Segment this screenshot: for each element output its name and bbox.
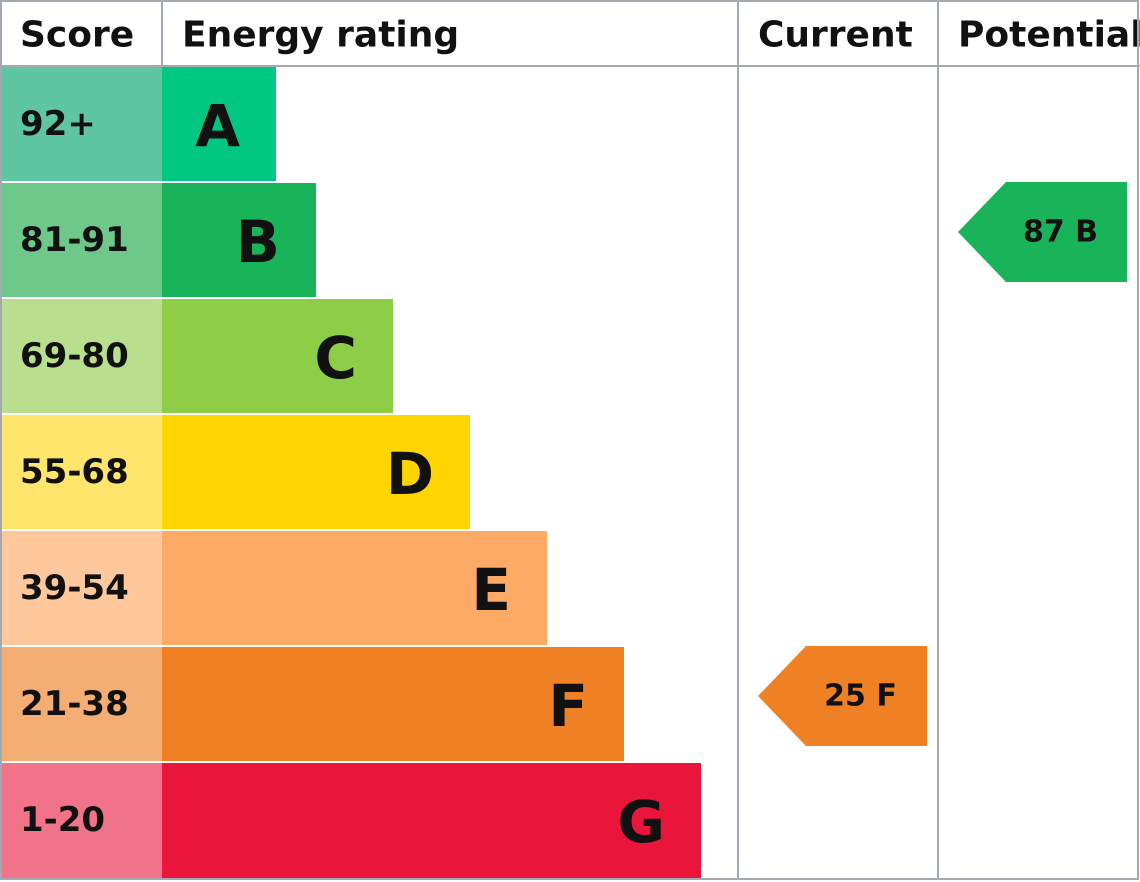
band-bar [162,762,701,878]
score-range: 69-80 [20,336,129,376]
score-range: 21-38 [20,684,129,724]
score-range: 92+ [20,104,96,144]
score-cell [0,762,162,878]
band-bar [162,414,470,530]
score-range: 55-68 [20,452,129,492]
score-range: 81-91 [20,220,129,260]
band-letter: B [236,208,280,276]
band-letter: E [471,556,511,624]
band-letter: A [195,92,240,160]
score-cell [0,646,162,762]
score-cell [0,66,162,182]
band-bar [162,66,276,182]
score-cell [0,182,162,298]
band-bar [162,182,316,298]
potential-arrow [958,182,1127,282]
score-cell [0,298,162,414]
score-range: 1-20 [20,800,105,840]
score-cell [0,530,162,646]
header-current: Current [758,15,913,56]
current-arrow [758,646,927,746]
band-letter: D [386,440,434,508]
band-bar [162,530,547,646]
band-letter: F [548,672,588,740]
header-score: Score [20,15,134,56]
band-letter: C [314,324,357,392]
band-bar [162,646,624,762]
band-bar [162,298,393,414]
potential-label: 87 B [1023,215,1098,250]
score-range: 39-54 [20,568,129,608]
current-label: 25 F [824,679,897,714]
score-cell [0,414,162,530]
header-potential: Potential [958,15,1140,56]
band-letter: G [617,788,665,856]
header-energy-rating: Energy rating [182,15,459,56]
